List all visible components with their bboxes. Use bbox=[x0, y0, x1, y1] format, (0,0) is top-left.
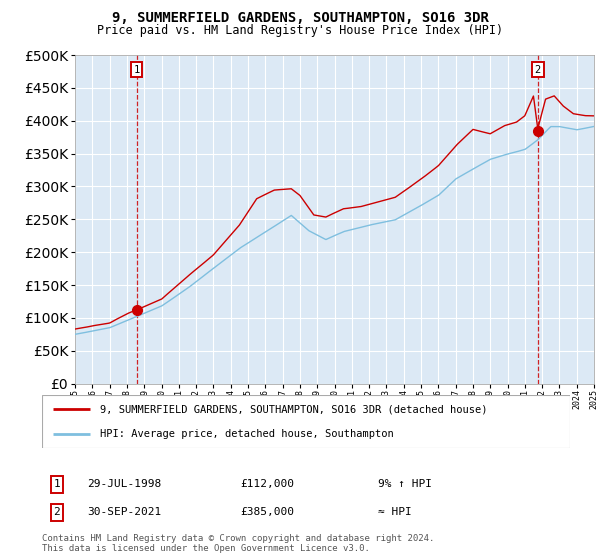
Text: £112,000: £112,000 bbox=[240, 479, 294, 489]
Text: 9, SUMMERFIELD GARDENS, SOUTHAMPTON, SO16 3DR (detached house): 9, SUMMERFIELD GARDENS, SOUTHAMPTON, SO1… bbox=[100, 404, 488, 414]
Text: HPI: Average price, detached house, Southampton: HPI: Average price, detached house, Sout… bbox=[100, 428, 394, 438]
Text: 29-JUL-1998: 29-JUL-1998 bbox=[87, 479, 161, 489]
Text: 1: 1 bbox=[53, 479, 61, 489]
Text: ≈ HPI: ≈ HPI bbox=[378, 507, 412, 517]
Text: Contains HM Land Registry data © Crown copyright and database right 2024.
This d: Contains HM Land Registry data © Crown c… bbox=[42, 534, 434, 553]
Text: 2: 2 bbox=[535, 65, 541, 75]
Text: 2: 2 bbox=[53, 507, 61, 517]
Text: 9% ↑ HPI: 9% ↑ HPI bbox=[378, 479, 432, 489]
Text: £385,000: £385,000 bbox=[240, 507, 294, 517]
Text: 30-SEP-2021: 30-SEP-2021 bbox=[87, 507, 161, 517]
Text: 9, SUMMERFIELD GARDENS, SOUTHAMPTON, SO16 3DR: 9, SUMMERFIELD GARDENS, SOUTHAMPTON, SO1… bbox=[112, 11, 488, 25]
Text: 1: 1 bbox=[134, 65, 140, 75]
Text: Price paid vs. HM Land Registry's House Price Index (HPI): Price paid vs. HM Land Registry's House … bbox=[97, 24, 503, 37]
